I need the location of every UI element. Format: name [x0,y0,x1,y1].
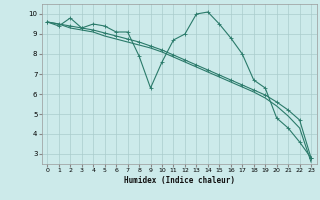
X-axis label: Humidex (Indice chaleur): Humidex (Indice chaleur) [124,176,235,185]
